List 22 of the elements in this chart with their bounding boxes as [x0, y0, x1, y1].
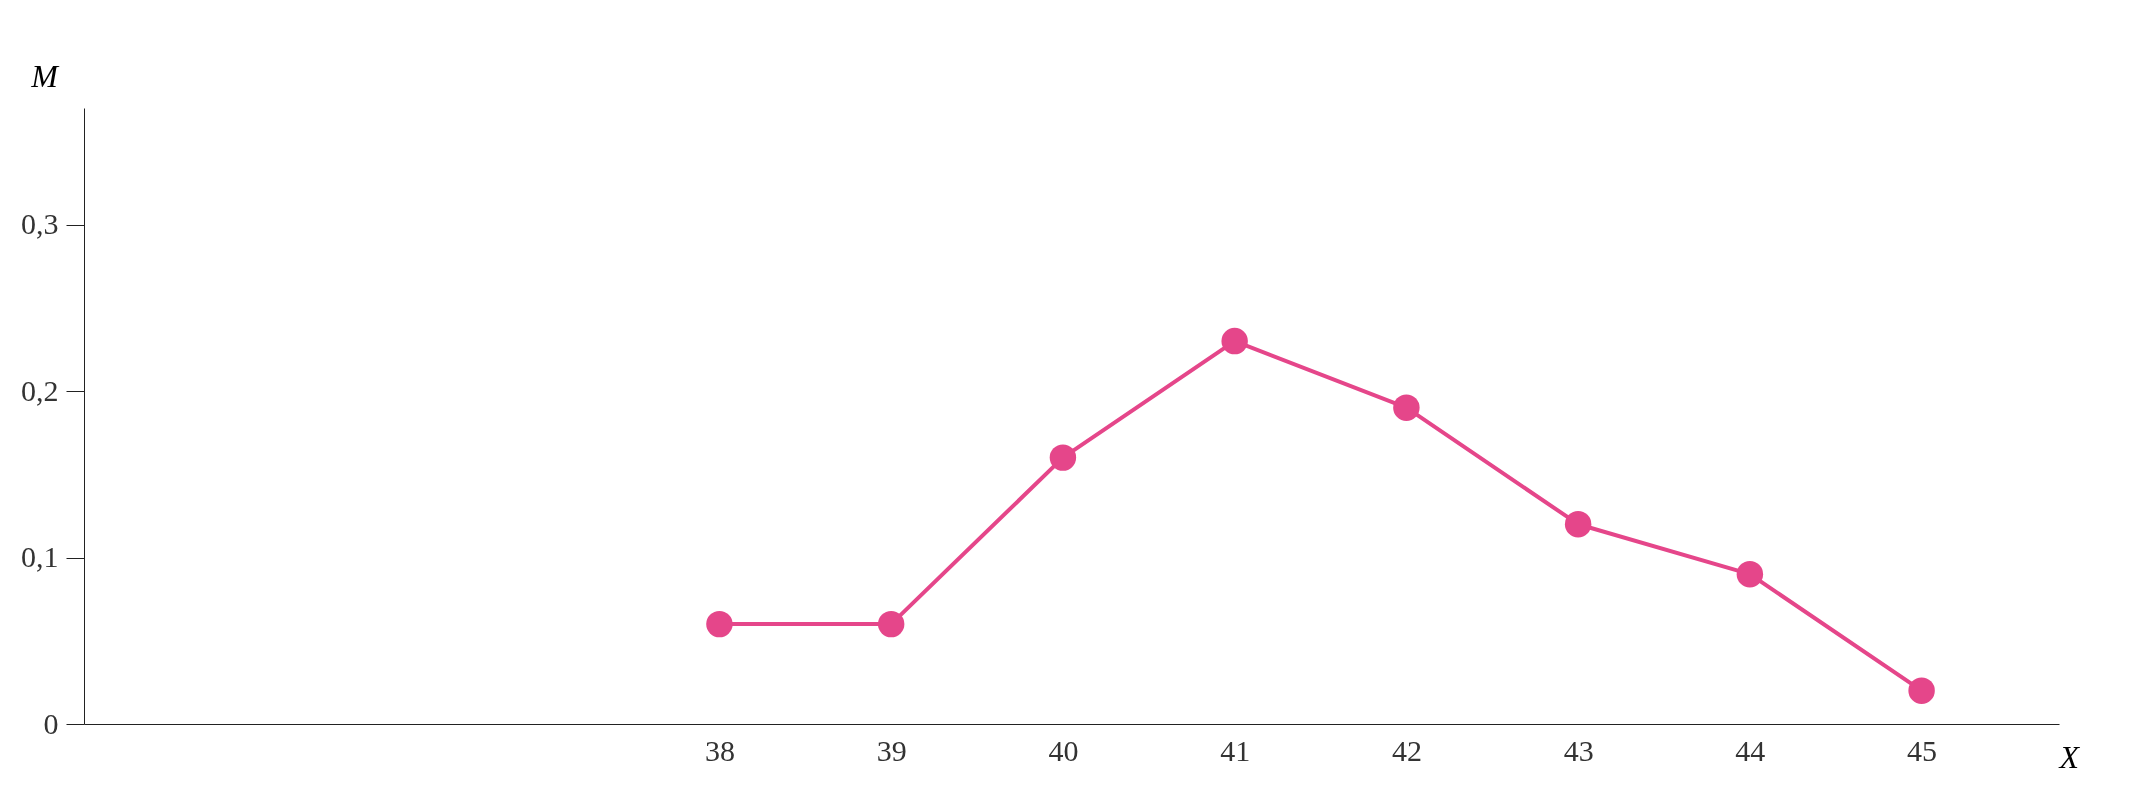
point	[706, 610, 733, 638]
point	[1049, 444, 1077, 471]
point	[1908, 677, 1935, 704]
x-tick-label: 38	[704, 733, 735, 767]
x-tick-label: 41	[1220, 733, 1251, 767]
x-tick-label: 40	[1048, 733, 1079, 767]
y-tick-label: 0,3	[21, 207, 59, 241]
x-tick-label: 45	[1907, 733, 1938, 767]
point	[877, 610, 905, 638]
y-tick-label: 0	[43, 706, 59, 740]
x-tick-label: 42	[1391, 733, 1422, 767]
point	[1221, 327, 1248, 355]
point	[1393, 394, 1420, 421]
x-axis-title: X	[2057, 738, 2081, 775]
x-tick-label: 39	[876, 733, 907, 767]
y-tick-label: 0,1	[21, 540, 59, 574]
point	[1564, 511, 1592, 538]
y-tick-label: 0,2	[21, 373, 59, 407]
point	[1736, 560, 1764, 588]
y-axis-title: M	[30, 57, 61, 94]
x-tick-label: 43	[1563, 733, 1594, 767]
x-tick-label: 44	[1735, 733, 1766, 767]
